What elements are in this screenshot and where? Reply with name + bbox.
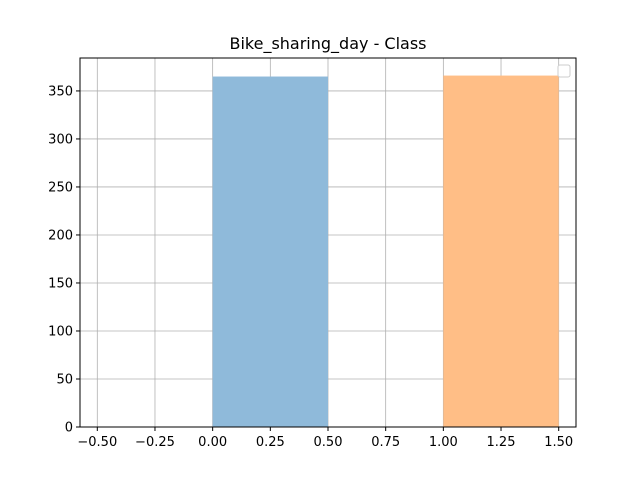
y-tick-label: 0 [65,421,73,436]
x-tick-label: −0.25 [135,435,175,450]
x-tick-label: 0.25 [256,435,285,450]
x-tick-label: 1.00 [429,435,458,450]
y-tick-label: 100 [48,324,73,339]
x-tick-label: 1.25 [487,435,516,450]
y-tick-label: 50 [56,372,73,387]
x-tick-label: 1.50 [544,435,573,450]
x-axis: −0.50 −0.25 0.00 0.25 0.50 0.75 1.00 1.25 1.50 [77,427,573,450]
bars [212,75,559,428]
x-tick-label: −0.50 [77,435,117,450]
bar-1 [443,75,559,428]
bar-0 [212,76,328,427]
y-tick-label: 150 [48,276,73,291]
chart-title: Bike_sharing_day - Class [229,34,426,54]
y-tick-label: 250 [48,180,73,195]
y-tick-label: 200 [48,228,73,243]
legend-box [557,64,571,78]
x-tick-label: 0.00 [198,435,227,450]
y-tick-label: 300 [48,132,73,147]
y-tick-label: 350 [48,84,73,99]
x-tick-label: 0.50 [314,435,343,450]
y-axis: 0 50 100 150 200 250 300 350 [48,84,80,436]
x-tick-label: 0.75 [371,435,400,450]
